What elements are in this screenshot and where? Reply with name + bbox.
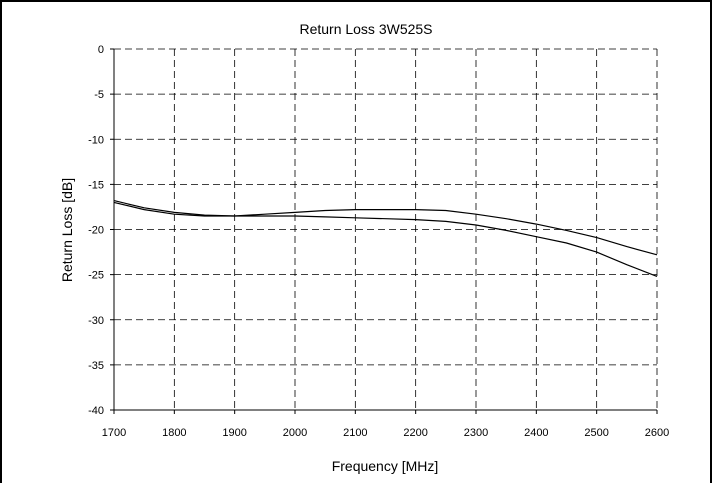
x-tick-label: 2100 xyxy=(343,427,367,439)
axes xyxy=(110,48,658,414)
x-tick-label: 1700 xyxy=(102,427,126,439)
x-tick-label: 2300 xyxy=(464,427,488,439)
y-tick-label: 0 xyxy=(98,44,104,56)
y-tick-label: -35 xyxy=(88,360,104,372)
y-tick-label: -30 xyxy=(88,315,104,327)
tick-labels: 1700 1800 1900 2000 2100 2200 2300 2400 2500 2600… xyxy=(88,44,669,439)
y-axis-label: Return Loss [dB] xyxy=(59,178,75,282)
y-tick-label: -40 xyxy=(88,405,104,417)
x-axis-label: Frequency [MHz] xyxy=(332,458,439,474)
y-tick-label: -15 xyxy=(88,179,104,191)
series-line-1 xyxy=(113,200,658,256)
grid xyxy=(114,48,658,410)
x-tick-label: 2400 xyxy=(524,427,548,439)
x-tick-label: 2200 xyxy=(403,427,427,439)
y-tick-label: -10 xyxy=(88,134,104,146)
x-tick-label: 2000 xyxy=(283,427,307,439)
x-tick-label: 1800 xyxy=(162,427,186,439)
series-line-2 xyxy=(113,201,658,277)
x-tick-label: 1900 xyxy=(222,427,246,439)
series-layer xyxy=(113,200,658,277)
x-tick-label: 2600 xyxy=(645,427,669,439)
chart-title: Return Loss 3W525S xyxy=(299,21,432,37)
x-tick-label: 2500 xyxy=(584,427,608,439)
y-tick-label: -25 xyxy=(88,270,104,282)
y-tick-label: -20 xyxy=(88,225,104,237)
y-tick-label: -5 xyxy=(94,89,104,101)
